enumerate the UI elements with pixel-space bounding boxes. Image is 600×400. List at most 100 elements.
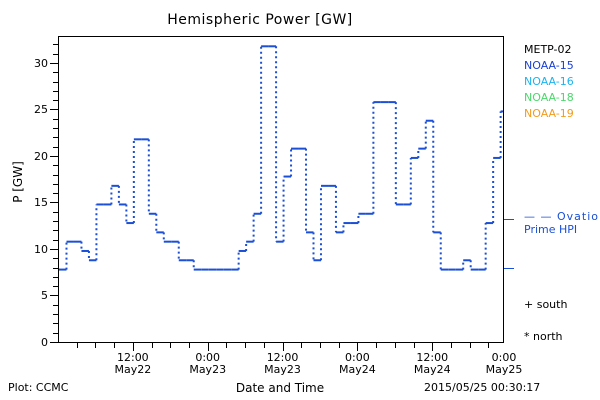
- x-tick-label-2: 12:00 May23: [248, 352, 318, 376]
- x-tick-date: May23: [189, 363, 227, 376]
- x-tick-date: May23: [264, 363, 301, 376]
- x-tick-label-1: 0:00 May23: [173, 352, 243, 376]
- ovation-prime-hpi-annotation: — — Ovation Prime HPI: [524, 210, 600, 236]
- y-tick-minor: [53, 304, 58, 306]
- y-tick-minor: [53, 165, 58, 167]
- plot-area: [58, 36, 504, 343]
- y-tick-15: [50, 202, 58, 204]
- plot-credit: Plot: CCMC: [8, 381, 69, 394]
- y-tick-minor: [53, 286, 58, 288]
- plot-inner: [59, 37, 503, 342]
- y-tick-minor: [53, 146, 58, 148]
- legend-item-metp-02: METP-02: [524, 43, 572, 56]
- ovation-annotation-line2: Prime HPI: [524, 223, 578, 236]
- y-tick-label-25: 25: [34, 103, 48, 117]
- y-tick-minor: [53, 267, 58, 269]
- ovation-level-tick-lower: [504, 268, 514, 269]
- y-tick-minor: [53, 276, 58, 278]
- y-tick-minor: [53, 211, 58, 213]
- x-axis-title: Date and Time: [235, 381, 325, 395]
- x-tick-major-1: [207, 343, 209, 351]
- y-tick-minor: [53, 174, 58, 176]
- x-tick-date: May25: [485, 363, 523, 376]
- x-tick-label-5: 0:00 May25: [469, 352, 539, 376]
- x-tick-minor: [151, 343, 153, 348]
- y-tick-30: [50, 62, 58, 64]
- x-tick-major-3: [357, 343, 359, 351]
- x-tick-minor: [319, 343, 321, 348]
- legend-item-noaa-15: NOAA-15: [524, 59, 574, 72]
- south-symbol-key: + south: [524, 298, 568, 311]
- x-tick-minor: [338, 343, 340, 348]
- y-tick-minor: [53, 221, 58, 223]
- x-tick-date: May22: [114, 363, 152, 376]
- series-ovation-prime-hpi: [59, 45, 503, 271]
- x-tick-minor: [488, 343, 490, 348]
- y-tick-minor: [53, 72, 58, 74]
- y-tick-label-10: 10: [34, 242, 48, 256]
- x-tick-major-4: [432, 343, 434, 351]
- y-tick-minor: [53, 118, 58, 120]
- legend-item-noaa-19: NOAA-19: [524, 107, 574, 120]
- x-tick-minor: [263, 343, 265, 348]
- x-tick-time: 0:00: [345, 351, 370, 364]
- y-tick-minor: [53, 44, 58, 46]
- y-tick-label-5: 5: [41, 289, 48, 303]
- y-tick-minor: [53, 193, 58, 195]
- x-tick-minor: [95, 343, 97, 348]
- x-tick-label-4: 12:00 May24: [397, 352, 467, 376]
- y-tick-label-0: 0: [41, 336, 48, 349]
- y-tick-minor: [53, 230, 58, 232]
- y-tick-minor: [53, 137, 58, 139]
- x-tick-minor: [413, 343, 415, 348]
- y-tick-minor: [53, 239, 58, 241]
- timestamp: 2015/05/25 00:30:17: [424, 381, 541, 394]
- chart-title: Hemispheric Power [GW]: [167, 12, 353, 28]
- x-tick-minor: [114, 343, 116, 348]
- y-tick-25: [50, 109, 58, 111]
- y-tick-label-15: 15: [34, 196, 48, 210]
- y-tick-label-30: 30: [34, 56, 48, 70]
- x-tick-major-0: [132, 343, 134, 351]
- x-tick-minor: [170, 343, 172, 348]
- x-tick-minor: [469, 343, 471, 348]
- y-tick-minor: [53, 183, 58, 185]
- x-tick-minor: [245, 343, 247, 348]
- y-tick-minor: [53, 128, 58, 130]
- y-tick-minor: [53, 100, 58, 102]
- x-tick-minor: [226, 343, 228, 348]
- x-tick-minor: [188, 343, 190, 348]
- y-tick-5: [50, 295, 58, 297]
- y-tick-minor: [53, 258, 58, 260]
- x-tick-minor: [76, 343, 78, 348]
- x-tick-time: 0:00: [195, 351, 221, 364]
- legend-item-noaa-16: NOAA-16: [524, 75, 574, 88]
- y-tick-0: [50, 342, 58, 343]
- y-tick-minor: [53, 90, 58, 92]
- x-tick-time: 12:00: [116, 351, 149, 364]
- x-tick-minor: [394, 343, 396, 348]
- x-tick-minor: [450, 343, 452, 348]
- x-tick-time: 12:00: [266, 351, 299, 364]
- y-tick-minor: [53, 314, 58, 316]
- legend-item-noaa-18: NOAA-18: [524, 91, 574, 104]
- ovation-annotation-line1: — — Ovation: [524, 210, 600, 223]
- x-tick-major-2: [282, 343, 284, 351]
- north-symbol-key: * north: [524, 330, 563, 343]
- x-tick-minor: [301, 343, 303, 348]
- ovation-level-tick-upper: [504, 219, 514, 220]
- y-tick-minor: [53, 323, 58, 325]
- y-tick-minor: [53, 81, 58, 83]
- y-tick-10: [50, 248, 58, 250]
- x-tick-label-3: 0:00 May24: [322, 352, 392, 376]
- legend: METP-02 NOAA-15 NOAA-16 NOAA-18 NOAA-19: [524, 42, 600, 122]
- y-tick-label-20: 20: [34, 149, 48, 163]
- y-tick-20: [50, 155, 58, 157]
- y-tick-minor: [53, 332, 58, 334]
- x-tick-minor: [376, 343, 378, 348]
- x-tick-date: May24: [339, 363, 376, 376]
- x-tick-time: 0:00: [491, 351, 517, 364]
- x-tick-label-0: 12:00 May22: [98, 352, 168, 376]
- x-tick-date: May24: [413, 363, 451, 376]
- y-tick-minor: [53, 53, 58, 55]
